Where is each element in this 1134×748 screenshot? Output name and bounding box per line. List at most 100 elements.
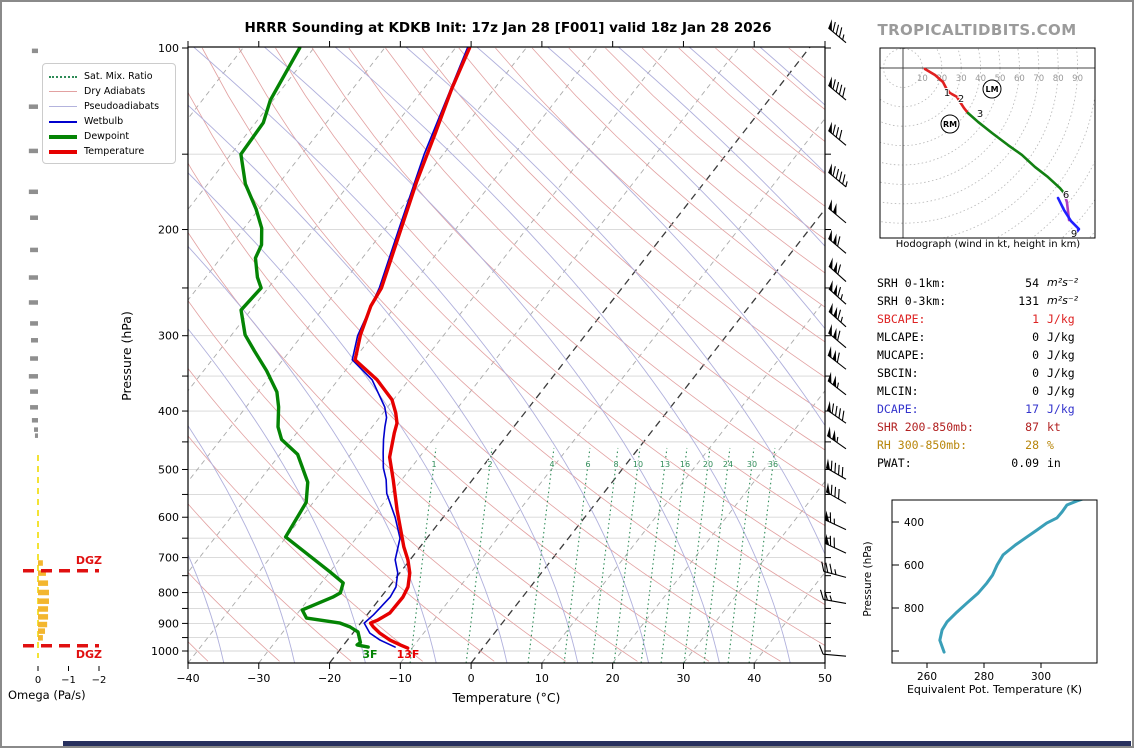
hodograph-ring-label: 40 — [975, 74, 986, 84]
isotherm-line — [188, 47, 457, 392]
legend-item-label: Sat. Mix. Ratio — [84, 71, 153, 82]
hodograph-height-label: 3 — [977, 109, 983, 120]
temperature-tick-label: −40 — [176, 672, 199, 685]
omega-tick-label: −1 — [61, 675, 76, 686]
hodograph-panel: 10 20 30 40 50 60 70 80 90 12 3 6 9 LM RM — [880, 48, 1095, 240]
mixing-ratio-label: 2 — [487, 460, 492, 469]
stat-label: SHR 200-850mb: — [877, 420, 974, 434]
mixing-ratio-line — [563, 447, 591, 663]
stat-row-sbcin: SBCIN: 0 J/kg — [877, 364, 1102, 382]
dry-adiabat-line — [201, 47, 825, 646]
skewt-axes-box — [187, 46, 826, 664]
omega-bar-negative — [38, 598, 49, 604]
isotherm-line — [470, 208, 825, 663]
omega-bar-negative — [38, 621, 48, 628]
dry-adiabat-line — [348, 47, 825, 488]
omega-bar-negative — [38, 628, 46, 634]
hodograph-ring-label: 50 — [995, 74, 1006, 84]
wind-barb — [818, 644, 847, 657]
mixing-ratio-line — [703, 447, 731, 663]
theta-e-panel: 400 600 800 260 280 300 — [891, 499, 1098, 683]
stat-label: SBCAPE: — [877, 312, 926, 326]
hodograph-ring-label: 10 — [917, 74, 928, 84]
omega-bar-positive — [28, 300, 38, 305]
pseudoadiabat-line — [188, 104, 579, 663]
pseudoadiabat-line — [188, 245, 437, 663]
hodograph-trace-7-9km — [1056, 196, 1081, 236]
brand-logo: TROPICALTIDBITS.COM — [877, 21, 1077, 39]
dry-adiabat-line — [311, 47, 825, 527]
surface-temp-label: 13F — [396, 648, 420, 661]
omega-bar-positive — [28, 189, 38, 195]
isotherm-line — [399, 117, 825, 663]
wind-barb — [825, 482, 847, 504]
stat-value: 0 — [1032, 330, 1039, 344]
stats-panel: SRH 0-1km: 54 m²s⁻² SRH 0-3km: 131 m²s⁻² SBCAP… — [877, 274, 1102, 472]
stat-row-rh-300-850mb: RH 300-850mb: 28% — [877, 436, 1102, 454]
legend-item-label: Dewpoint — [84, 131, 130, 142]
dry-adiabat-line — [531, 47, 825, 308]
stat-unit: J/kg — [1047, 330, 1075, 344]
hodograph-ring-label: 60 — [1014, 74, 1025, 84]
wind-barb — [825, 458, 847, 480]
temperature-tick-label: 10 — [535, 672, 549, 685]
omega-axis-label: Omega (Pa/s) — [8, 688, 86, 702]
stat-unit: % — [1047, 438, 1054, 452]
omega-bar-positive — [30, 405, 38, 410]
pseudoadiabat-line — [188, 172, 508, 663]
stat-value: 87 — [1025, 420, 1039, 434]
omega-bar-positive — [30, 389, 38, 394]
legend-sample-line — [49, 91, 77, 92]
mixing-ratio-line — [660, 447, 688, 663]
dry-adiabat-line — [188, 162, 710, 662]
dry-adiabat-line — [188, 300, 567, 662]
mixing-ratio-line — [409, 447, 437, 663]
pseudoadiabat-line — [188, 553, 225, 663]
hodograph-height-label: 9 — [1071, 229, 1077, 240]
mixing-ratio-line — [748, 447, 776, 663]
hodograph-box — [879, 47, 1096, 239]
stat-value: 0.09 — [1011, 456, 1039, 470]
temperature-tick-label: 50 — [818, 672, 832, 685]
wind-barb — [824, 533, 847, 554]
pressure-tick-label: 900 — [158, 617, 179, 630]
omega-bar-positive — [30, 338, 38, 343]
mixing-ratio-line — [527, 447, 555, 663]
pseudoadiabat-line — [188, 424, 296, 663]
stat-value: 131 — [1018, 294, 1039, 308]
theta-e-xtick-label: 260 — [917, 671, 937, 683]
pseudoadiabat-line — [618, 47, 825, 247]
stat-unit: J/kg — [1047, 384, 1075, 398]
wind-barb — [828, 199, 847, 224]
stat-unit: J/kg — [1047, 366, 1075, 380]
omega-bar-positive — [31, 418, 38, 423]
pressure-tick-label: 500 — [158, 463, 179, 476]
stat-row-mucape: MUCAPE: 0 J/kg — [877, 346, 1102, 364]
theta-e-xtick-label: 280 — [974, 671, 994, 683]
omega-panel: 0 −1 −2 — [23, 48, 106, 686]
legend-item-label: Dry Adiabats — [84, 86, 146, 97]
dry-adiabat-line — [421, 47, 825, 414]
wind-barb — [826, 400, 847, 424]
mixing-ratio-label: 10 — [633, 460, 643, 469]
mixing-ratio-label: 20 — [703, 460, 713, 469]
pressure-tick-label: 100 — [158, 42, 179, 55]
stat-row-shr-200-850mb: SHR 200-850mb: 87 kt — [877, 418, 1102, 436]
dry-adiabat-line — [238, 47, 825, 606]
temperature-tick-label: 0 — [468, 672, 475, 685]
isotherm-line — [258, 47, 740, 663]
pressure-tick-label: 400 — [158, 405, 179, 418]
omega-bar-positive — [31, 48, 38, 54]
isotherm-line — [329, 47, 811, 663]
omega-bar-positive — [28, 148, 38, 154]
hodograph-ring-label: 90 — [1072, 74, 1083, 84]
temperature-tick-label: −10 — [389, 672, 412, 685]
mixing-ratio-line — [613, 447, 641, 663]
stat-label: MUCAPE: — [877, 348, 926, 362]
stat-row-srh-0-1km: SRH 0-1km: 54 m²s⁻² — [877, 274, 1102, 292]
dry-adiabat-line — [188, 231, 638, 662]
pseudoadiabat-line — [405, 47, 825, 556]
legend-sample-line — [49, 120, 77, 123]
